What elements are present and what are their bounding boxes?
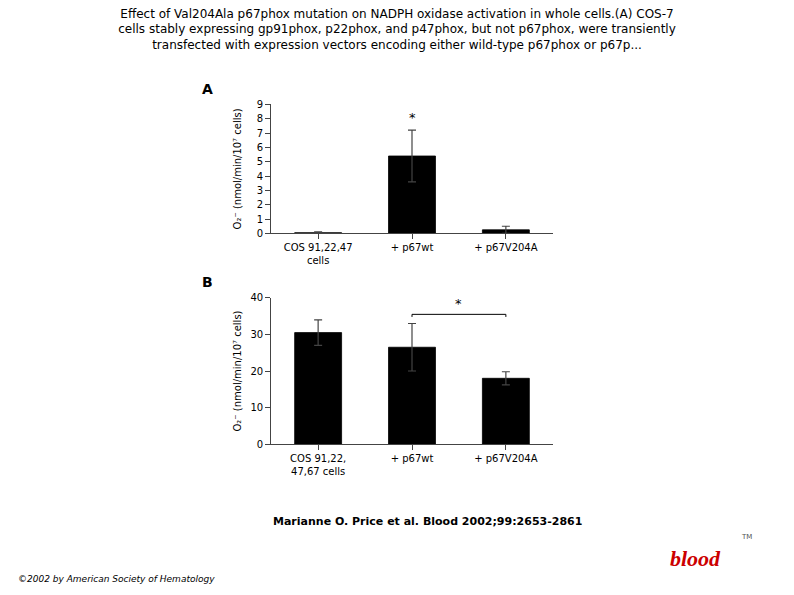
svg-text:+ p67wt: + p67wt	[391, 242, 434, 253]
svg-text:COS 91,22,47,67 cells: COS 91,22,47,67 cells	[290, 453, 346, 477]
svg-text:0: 0	[257, 439, 263, 450]
svg-text:blood: blood	[670, 546, 721, 571]
svg-text:+ p67wt: + p67wt	[391, 453, 434, 464]
svg-text:20: 20	[250, 366, 263, 377]
svg-text:Effect of Val204Ala p67phox mu: Effect of Val204Ala p67phox mutation on …	[118, 7, 676, 52]
svg-text:B: B	[202, 274, 213, 290]
svg-text:9: 9	[257, 99, 263, 110]
svg-text:O₂⁻ (nmol/min/10⁷ cells): O₂⁻ (nmol/min/10⁷ cells)	[232, 108, 243, 229]
svg-text:4: 4	[257, 171, 263, 182]
svg-text:7: 7	[257, 128, 263, 139]
svg-text:6: 6	[257, 142, 263, 153]
svg-text:40: 40	[250, 292, 263, 303]
svg-text:8: 8	[257, 113, 263, 124]
svg-text:TM: TM	[741, 533, 752, 541]
svg-text:30: 30	[250, 329, 263, 340]
svg-text:2: 2	[257, 199, 263, 210]
svg-text:10: 10	[250, 402, 263, 413]
svg-text:*: *	[455, 296, 462, 311]
svg-text:+ p67V204A: + p67V204A	[474, 453, 538, 464]
svg-text:Marianne O. Price et al. Blood: Marianne O. Price et al. Blood 2002;99:2…	[273, 515, 582, 528]
svg-text:*: *	[409, 110, 416, 125]
svg-text:3: 3	[257, 185, 263, 196]
svg-text:0: 0	[257, 228, 263, 239]
svg-text:+ p67V204A: + p67V204A	[474, 242, 538, 253]
svg-text:©2002 by American Society of H: ©2002 by American Society of Hematology	[18, 574, 215, 584]
svg-text:1: 1	[257, 214, 263, 225]
svg-text:A: A	[202, 81, 213, 97]
svg-text:O₂⁻ (nmol/min/10⁷ cells): O₂⁻ (nmol/min/10⁷ cells)	[232, 310, 243, 431]
svg-text:5: 5	[257, 156, 263, 167]
svg-text:COS 91,22,47cells: COS 91,22,47cells	[284, 242, 353, 266]
